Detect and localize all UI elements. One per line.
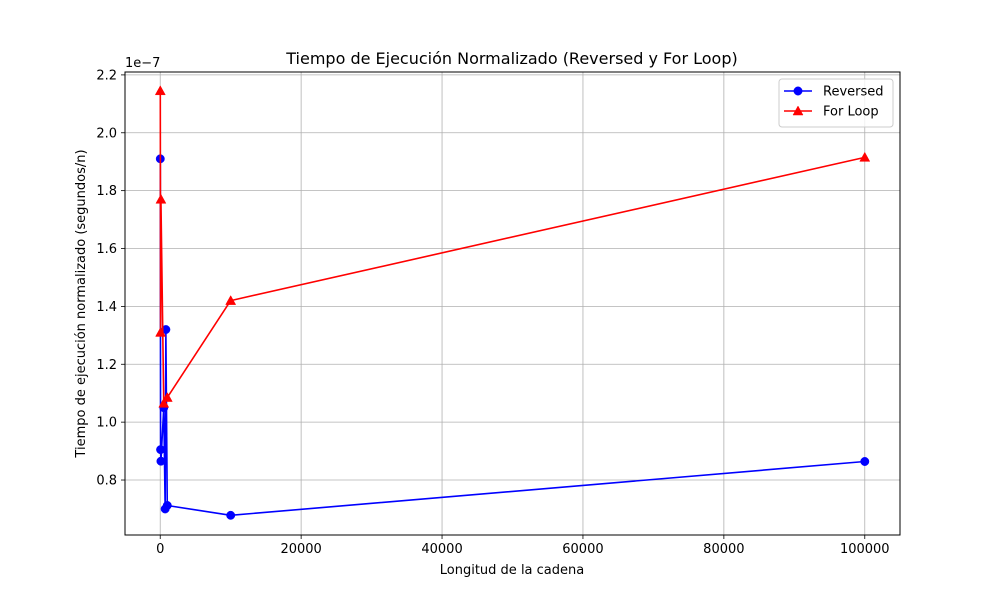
x-tick-label: 0	[156, 542, 164, 557]
legend-marker-for-loop	[792, 105, 804, 116]
y-tick-label: 1.0	[96, 416, 117, 431]
y-tick-label: 1.8	[96, 184, 117, 199]
x-tick-label: 20000	[280, 542, 321, 557]
data-point-for-loop	[155, 326, 167, 337]
legend-label-reversed: Reversed	[823, 85, 884, 100]
data-point-for-loop	[155, 193, 167, 204]
legend-marker-reversed	[793, 86, 803, 96]
series-reversed	[155, 154, 870, 520]
y-tick-label: 1.2	[96, 358, 117, 373]
data-point-reversed	[156, 445, 166, 455]
chart-title: Tiempo de Ejecución Normalizado (Reverse…	[285, 49, 737, 68]
data-point-reversed	[162, 501, 172, 510]
plot-frame	[124, 71, 901, 536]
data-point-for-loop	[859, 151, 871, 162]
y-axis-label: Tiempo de ejecución normalizado (segundo…	[74, 149, 89, 458]
y-tick-label: 0.8	[96, 474, 117, 489]
data-point-for-loop	[225, 295, 237, 305]
series-layer	[154, 85, 871, 520]
y-tick-label: 1.4	[96, 300, 117, 315]
x-axis-label: Longitud de la cadena	[440, 563, 584, 578]
axis-ticks: 0 20000 40000 60000 80000 100000 0.8 1.0 1.2 1.4 1…	[96, 68, 889, 557]
y-tick-label: 2.0	[96, 126, 117, 141]
grid-lines	[125, 72, 900, 535]
series-line-reversed	[159, 158, 865, 517]
legend-label-for-loop: For Loop	[823, 105, 879, 120]
data-point-for-loop	[161, 392, 173, 402]
x-tick-label: 80000	[703, 542, 744, 557]
x-tick-label: 40000	[421, 542, 462, 557]
x-tick-label: 100000	[840, 542, 890, 557]
y-tick-label: 1.6	[96, 242, 117, 257]
y-tick-label: 2.2	[96, 68, 117, 83]
legend-item-reversed: Reversed	[784, 85, 884, 100]
data-point-reversed	[860, 457, 870, 466]
legend-item-for-loop: For Loop	[784, 105, 879, 120]
series-line-for-loop	[159, 90, 865, 405]
legend: Reversed For Loop	[778, 78, 894, 128]
series-for-loop	[154, 85, 871, 408]
data-point-reversed	[226, 510, 236, 520]
data-point-for-loop	[158, 397, 170, 408]
data-point-for-loop	[154, 85, 166, 96]
y-axis-offset-label: 1e−7	[125, 56, 160, 71]
data-point-reversed	[156, 456, 166, 466]
x-tick-label: 60000	[562, 542, 603, 557]
